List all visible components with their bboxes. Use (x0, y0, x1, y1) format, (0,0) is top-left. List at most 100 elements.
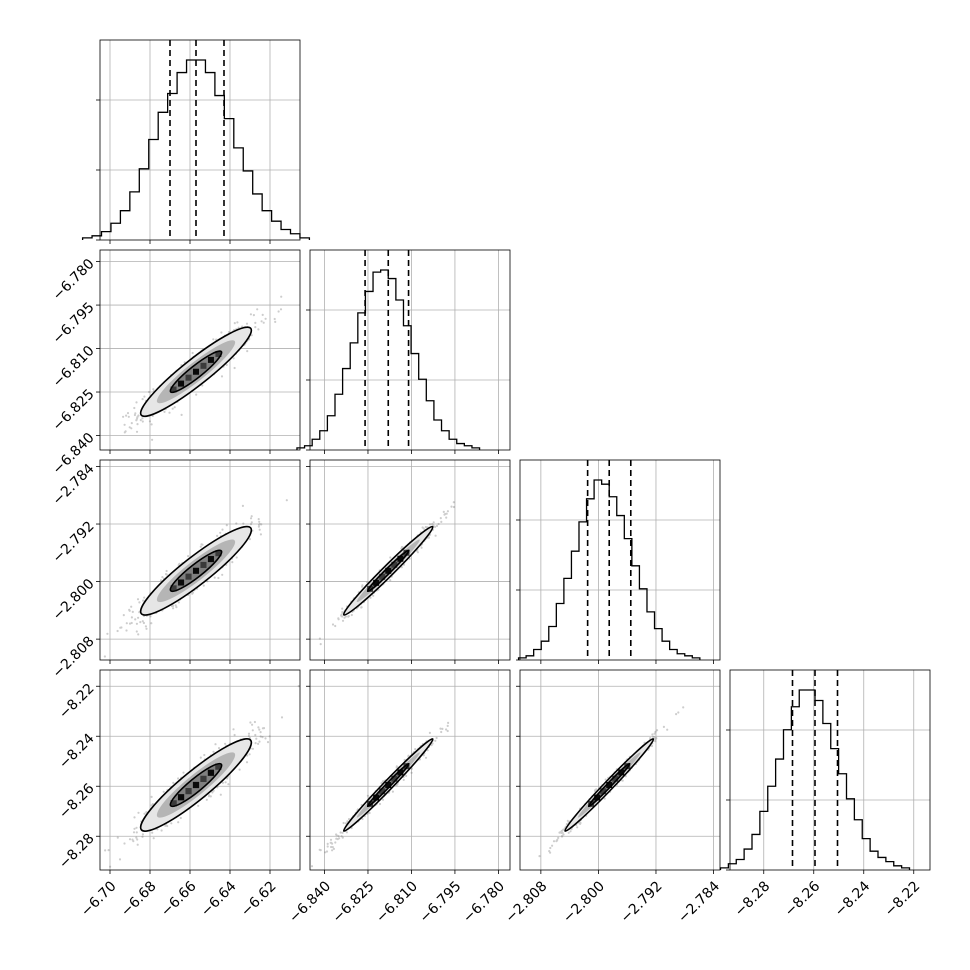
panel-frame (99, 249, 301, 451)
x-tick-label: −2.808 (503, 878, 551, 926)
contour-1sigma (169, 762, 223, 808)
contour-1sigma (169, 549, 223, 593)
density-block (200, 362, 207, 369)
y-tick-label: −8.28 (56, 831, 98, 873)
histogram-panel-3 (719, 669, 931, 871)
contour-2sigma (139, 525, 253, 616)
scatter-samples (103, 499, 288, 658)
contour-2sigma (139, 326, 253, 418)
x-tick-label: −8.22 (882, 878, 924, 920)
histogram-panel-2 (516, 459, 721, 661)
y-tick-label: −2.808 (50, 633, 98, 681)
scatter-samples (122, 295, 283, 441)
x-tick-label: −6.780 (460, 878, 508, 926)
density-block (588, 800, 595, 807)
density-block (612, 775, 619, 782)
contour-1sigma (587, 762, 631, 808)
y-tick-label: −6.825 (50, 386, 98, 434)
panel-frame (309, 249, 511, 451)
contour-1sigma (366, 762, 410, 808)
panel-frame (309, 669, 511, 871)
y-tick-label: −8.26 (56, 781, 98, 823)
x-tick-label: −6.840 (286, 878, 334, 926)
scatter-samples (538, 706, 685, 858)
density-block (207, 769, 215, 776)
density-block (379, 788, 386, 795)
x-tick-label: −6.64 (198, 878, 240, 920)
density-block (215, 763, 222, 770)
contour-1sigma (366, 549, 410, 593)
x-tick-label: −6.795 (417, 878, 465, 926)
density-block (373, 794, 380, 801)
scatter-panel-2-0 (99, 459, 301, 661)
x-tick-label: −6.66 (158, 878, 200, 920)
y-tick-label: −2.792 (50, 518, 98, 566)
density-block (200, 561, 207, 568)
density-block (373, 579, 380, 586)
density-block (397, 769, 404, 776)
density-block (397, 555, 404, 562)
y-tick-label: −6.810 (50, 343, 98, 391)
scatter-panel-3-1 (309, 669, 511, 871)
density-block (192, 567, 200, 574)
density-block (367, 585, 374, 592)
panel-frame (99, 39, 301, 241)
density-block (170, 800, 177, 807)
scatter-samples (310, 721, 450, 868)
density-block (606, 782, 613, 788)
density-block (170, 585, 177, 592)
density-block (385, 782, 392, 788)
y-tick-label: −8.24 (56, 731, 98, 773)
x-tick-label: −2.792 (618, 878, 666, 926)
histogram-panel-0 (81, 39, 311, 241)
y-tick-label: −8.22 (56, 681, 98, 723)
panel-frame (99, 669, 301, 871)
panel-frame (519, 459, 721, 661)
panel-frame (729, 669, 931, 871)
x-tick-label: −8.24 (832, 878, 874, 920)
x-tick-label: −6.825 (330, 878, 378, 926)
contour-2sigma (139, 738, 253, 832)
scatter-panel-1-0 (99, 249, 301, 451)
y-tick-label: −6.795 (50, 299, 98, 347)
density-block (367, 800, 374, 807)
density-block (403, 549, 410, 556)
scatter-samples (104, 685, 300, 868)
density-block (624, 763, 631, 770)
contour-2sigma (564, 738, 655, 832)
density-block (391, 775, 398, 782)
panel-frame (99, 459, 301, 661)
y-tick-label: −6.780 (50, 256, 98, 304)
scatter-panel-3-0 (99, 669, 301, 871)
density-block (379, 573, 386, 580)
density-block (600, 788, 607, 795)
histogram-panel-1 (296, 249, 511, 451)
scatter-panel-2-1 (309, 459, 511, 661)
density-block (618, 769, 625, 776)
density-block (170, 386, 177, 393)
x-tick-label: −2.800 (560, 878, 608, 926)
x-tick-label: −6.70 (78, 878, 120, 920)
density-block (178, 579, 185, 586)
density-block (391, 561, 398, 568)
x-tick-label: −6.62 (238, 878, 280, 920)
density-block (207, 556, 214, 563)
x-tick-label: −8.28 (732, 878, 774, 920)
density-block (403, 763, 410, 770)
x-tick-label: −6.810 (373, 878, 421, 926)
density-block (185, 788, 192, 795)
x-tick-label: −2.784 (675, 878, 723, 926)
contour-2sigma (342, 738, 434, 832)
x-tick-label: −6.68 (118, 878, 160, 920)
scatter-panel-3-2 (519, 669, 721, 871)
density-block (385, 567, 392, 574)
density-block (594, 794, 601, 801)
density-block (177, 794, 185, 801)
density-block (215, 350, 222, 357)
density-block (193, 368, 199, 375)
y-tick-label: −2.800 (50, 576, 98, 624)
scatter-samples (318, 501, 456, 646)
contour-2sigma (342, 525, 434, 616)
contour-1sigma (169, 350, 223, 394)
